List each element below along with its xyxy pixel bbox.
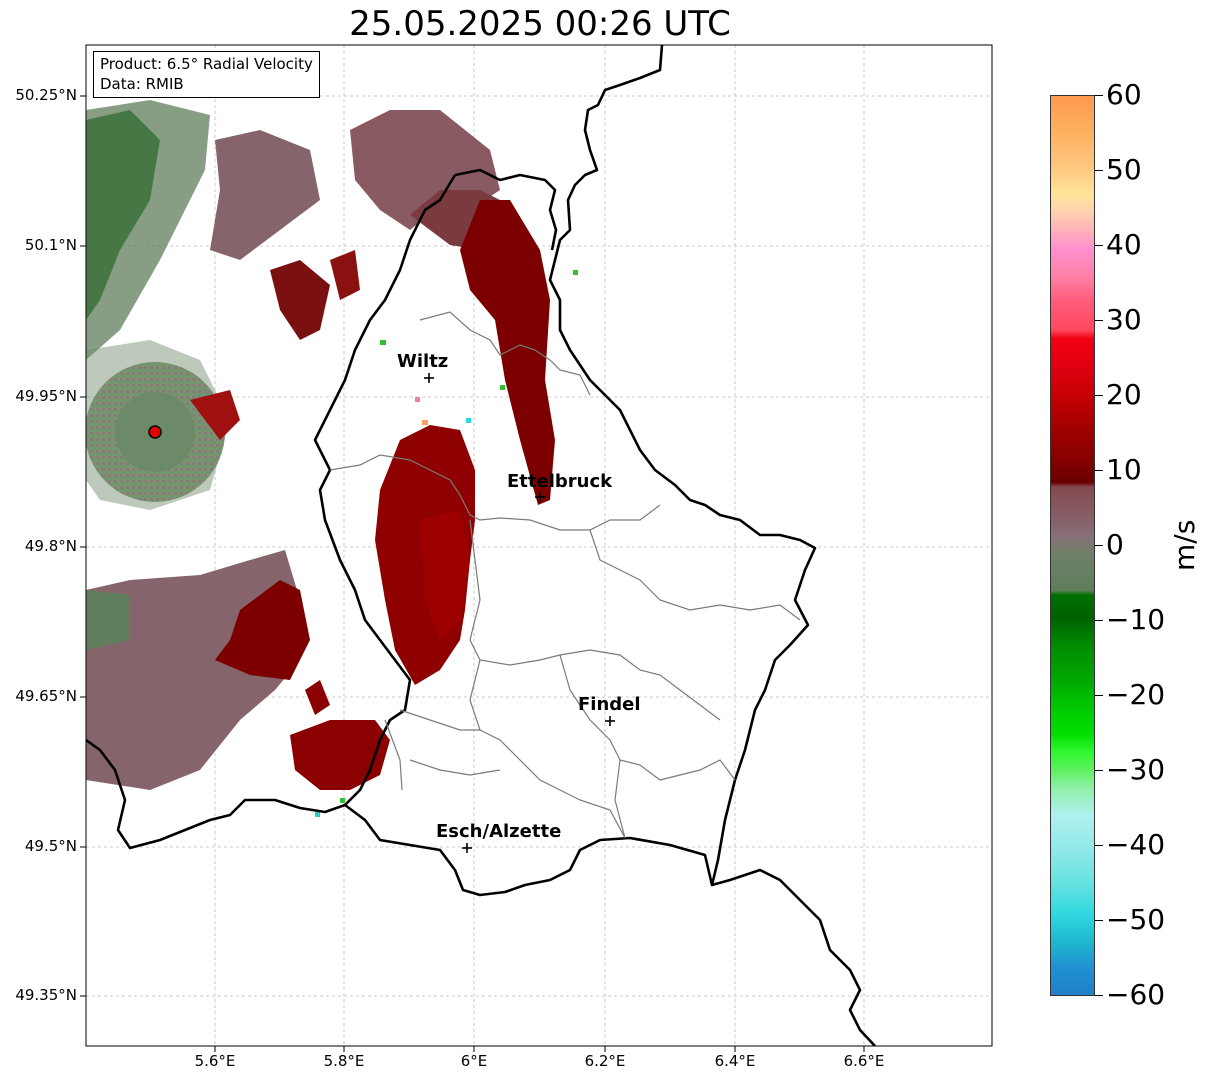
city-label-wiltz: Wiltz bbox=[397, 351, 449, 372]
lat-tick-label: 50.1°N bbox=[24, 236, 77, 254]
lat-tick-label: 49.35°N bbox=[15, 986, 77, 1004]
colorbar-tick-label: −30 bbox=[1106, 753, 1166, 786]
colorbar-tick-label: 50 bbox=[1106, 153, 1142, 186]
lat-tick-label: 49.65°N bbox=[15, 687, 77, 705]
colorbar-tick-label: −10 bbox=[1106, 603, 1166, 636]
lon-tick-label: 6.6°E bbox=[843, 1052, 885, 1070]
lat-tick-label: 49.8°N bbox=[24, 537, 77, 555]
lat-tick-label: 49.5°N bbox=[24, 837, 77, 855]
colorbar-tick-label: 40 bbox=[1106, 228, 1142, 261]
lon-tick-label: 5.6°E bbox=[194, 1052, 236, 1070]
city-label-findel: Findel bbox=[578, 694, 641, 715]
colorbar-tick-label: 0 bbox=[1106, 528, 1124, 561]
colorbar-tick-label: −40 bbox=[1106, 828, 1166, 861]
country-borders bbox=[86, 45, 876, 1046]
map-title: 25.05.2025 00:26 UTC bbox=[349, 4, 731, 44]
product-label: Product: 6.5° Radial Velocity bbox=[100, 55, 313, 73]
lon-tick-label: 6.4°E bbox=[714, 1052, 756, 1070]
radar-site-marker bbox=[148, 425, 162, 439]
canton-boundaries bbox=[329, 311, 801, 839]
data-source-label: Data: RMIB bbox=[100, 75, 184, 93]
lat-tick-label: 49.95°N bbox=[15, 387, 77, 405]
colorbar-tick-label: 60 bbox=[1106, 78, 1142, 111]
city-markers bbox=[424, 373, 615, 853]
city-label-esch-alzette: Esch/Alzette bbox=[436, 821, 562, 842]
radar-echoes bbox=[86, 100, 578, 817]
city-label-ettelbruck: Ettelbruck bbox=[507, 471, 613, 492]
colorbar-unit-label: m/s bbox=[1168, 519, 1201, 571]
colorbar-tick-label: −60 bbox=[1106, 978, 1166, 1011]
colorbar-tick-label: −50 bbox=[1106, 903, 1166, 936]
colorbar-tick-label: −20 bbox=[1106, 678, 1166, 711]
colorbar-tick-label: 10 bbox=[1106, 453, 1142, 486]
colorbar-tick-label: 20 bbox=[1106, 378, 1142, 411]
lon-tick-label: 5.8°E bbox=[323, 1052, 365, 1070]
lon-tick-label: 6°E bbox=[460, 1052, 488, 1070]
lon-tick-label: 6.2°E bbox=[584, 1052, 626, 1070]
colorbar-tick-label: 30 bbox=[1106, 303, 1142, 336]
velocity-colorbar bbox=[1050, 95, 1095, 996]
product-info-box: Product: 6.5° Radial Velocity Data: RMIB bbox=[93, 51, 320, 98]
lat-tick-label: 50.25°N bbox=[15, 86, 77, 104]
plot-frame bbox=[85, 44, 993, 1047]
